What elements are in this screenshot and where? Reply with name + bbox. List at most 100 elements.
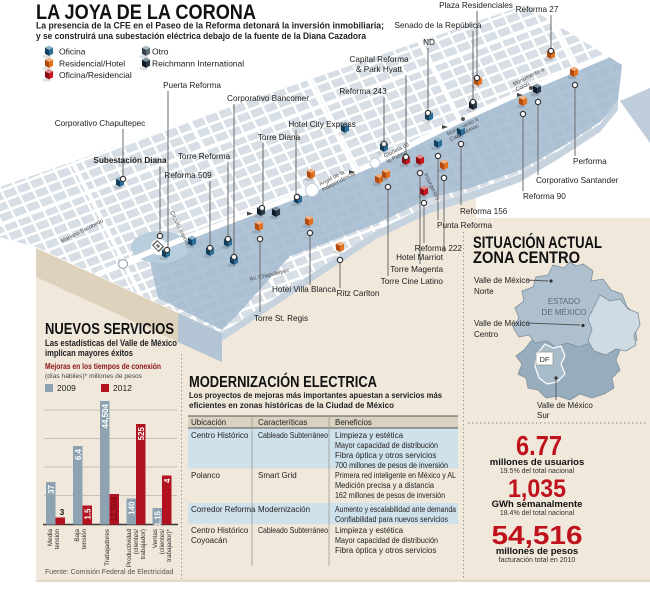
svg-text:Hotel City Express: Hotel City Express	[288, 120, 355, 129]
svg-text:Torre Diana: Torre Diana	[258, 133, 301, 142]
svg-text:GWh semanalmente: GWh semanalmente	[492, 499, 583, 510]
svg-text:Subestación Diana: Subestación Diana	[93, 156, 167, 165]
svg-text:Mayor capacidad de distribució: Mayor capacidad de distribución	[335, 536, 438, 545]
svg-text:Valle de México: Valle de México	[474, 319, 530, 328]
svg-text:44,504: 44,504	[101, 403, 110, 428]
svg-text:trabajador): trabajador)	[140, 529, 147, 559]
svg-text:(clientes/: (clientes/	[133, 529, 140, 554]
svg-text:Reforma 222: Reforma 222	[415, 244, 463, 253]
svg-text:Plaza Residenciales: Plaza Residenciales	[439, 1, 513, 10]
svg-text:Polanco: Polanco	[191, 471, 220, 480]
svg-text:Limpieza y estética: Limpieza y estética	[335, 431, 404, 440]
svg-text:millones de pesos: millones de pesos	[496, 546, 578, 557]
svg-text:Fuente: Comisión Federal de El: Fuente: Comisión Federal de Electricidad	[45, 569, 174, 576]
svg-text:6.77: 6.77	[516, 430, 562, 461]
svg-text:18.4% del total nacional: 18.4% del total nacional	[500, 510, 575, 517]
svg-text:Trabajadores: Trabajadores	[104, 529, 111, 566]
svg-text:Norte: Norte	[474, 287, 494, 296]
svg-text:Ubicación: Ubicación	[191, 418, 226, 427]
svg-text:140: 140	[128, 501, 137, 515]
svg-text:(clientes/: (clientes/	[159, 529, 166, 554]
svg-text:Fibra óptica y otros servicios: Fibra óptica y otros servicios	[335, 546, 436, 555]
svg-text:54,516: 54,516	[492, 520, 583, 550]
svg-text:tensión: tensión	[54, 529, 61, 550]
svg-text:6.4: 6.4	[74, 448, 83, 460]
svg-text:Reforma 27: Reforma 27	[516, 5, 559, 14]
svg-text:Hotel Marriot: Hotel Marriot	[396, 253, 444, 262]
svg-text:Coyoacán: Coyoacán	[191, 536, 227, 545]
svg-text:Caracteríticas: Caracteríticas	[258, 418, 307, 427]
svg-text:Primera red inteligente en Méx: Primera red inteligente en México y AL	[335, 471, 456, 480]
svg-text:Mayor capacidad de distribució: Mayor capacidad de distribución	[335, 441, 438, 450]
svg-text:Residencial/Hotel: Residencial/Hotel	[59, 59, 125, 69]
svg-text:ESTADO: ESTADO	[548, 297, 580, 306]
svg-text:1,035: 1,035	[508, 475, 566, 503]
svg-text:Cableado Subterráneo: Cableado Subterráneo	[258, 431, 328, 440]
svg-text:Puerta Reforma: Puerta Reforma	[163, 81, 221, 90]
svg-text:Sur: Sur	[537, 411, 550, 420]
svg-text:LA JOYA DE LA CORONA: LA JOYA DE LA CORONA	[36, 0, 256, 24]
svg-text:Oficina/Residencial: Oficina/Residencial	[59, 70, 132, 80]
svg-text:MODERNIZACIÓN ELECTRICA: MODERNIZACIÓN ELECTRICA	[189, 373, 377, 391]
svg-text:162 millones de pesos de inver: 162 millones de pesos de inversión	[335, 491, 445, 500]
svg-text:2012: 2012	[113, 383, 132, 393]
svg-text:Colón: Colón	[515, 81, 531, 93]
svg-text:millones de usuarios: millones de usuarios	[490, 457, 585, 468]
svg-text:Otro: Otro	[152, 47, 169, 57]
svg-text:2009: 2009	[57, 383, 76, 393]
svg-text:ZONA CENTRO: ZONA CENTRO	[473, 249, 580, 267]
svg-text:NUEVOS SERVICIOS: NUEVOS SERVICIOS	[45, 321, 174, 338]
svg-text:Centro: Centro	[474, 330, 499, 339]
svg-text:Corporativo Santander: Corporativo Santander	[536, 176, 619, 185]
svg-text:Corporativo Chapultepec: Corporativo Chapultepec	[55, 119, 146, 128]
svg-text:1.15: 1.15	[154, 510, 163, 526]
svg-text:Oficina: Oficina	[59, 47, 86, 57]
svg-text:Centro Histórico: Centro Histórico	[191, 431, 249, 440]
svg-text:Media: Media	[47, 529, 54, 547]
svg-text:Confiabilidad para nuevos serv: Confiabilidad para nuevos servicios	[335, 515, 448, 524]
svg-text:Productividad: Productividad	[126, 529, 133, 568]
svg-text:Centro Histórico: Centro Histórico	[191, 526, 249, 535]
svg-text:4: 4	[163, 478, 172, 483]
svg-text:Valle de México: Valle de México	[537, 401, 593, 410]
svg-text:Aumento y escalabilidad ante d: Aumento y escalabilidad ante demanda	[335, 505, 456, 514]
svg-text:700 millones de pesos de inver: 700 millones de pesos de inversión	[335, 461, 448, 470]
svg-text:Las estadísticas del Valle de: Las estadísticas del Valle de México	[45, 338, 178, 348]
svg-text:Torre St. Regis: Torre St. Regis	[254, 314, 308, 323]
svg-text:525: 525	[137, 426, 146, 440]
svg-text:facturación total en 2010: facturación total en 2010	[499, 557, 576, 564]
svg-text:& Park Hyatt: & Park Hyatt	[356, 65, 403, 74]
svg-text:SITUACIÓN ACTUAL: SITUACIÓN ACTUAL	[473, 233, 602, 252]
svg-text:Valle de México: Valle de México	[474, 276, 530, 285]
svg-text:Reichmann International: Reichmann International	[152, 59, 244, 69]
svg-text:Smart Grid: Smart Grid	[258, 471, 297, 480]
svg-text:trabajador)*: trabajador)*	[166, 528, 173, 561]
svg-text:1.5: 1.5	[84, 508, 93, 520]
svg-text:Reforma 243: Reforma 243	[339, 87, 387, 96]
svg-text:Reforma 156: Reforma 156	[460, 207, 508, 216]
svg-text:Torre Cine Latino: Torre Cine Latino	[381, 277, 444, 286]
svg-text:Ritz Carlton: Ritz Carlton	[337, 289, 380, 298]
svg-text:y se construirá una subestació: y se construirá una subestación eléctric…	[36, 31, 366, 41]
svg-text:Reforma 509: Reforma 509	[164, 171, 212, 180]
svg-text:Corredor Reforma: Corredor Reforma	[191, 505, 256, 514]
svg-text:12,504: 12,504	[110, 496, 119, 521]
svg-text:Los proyectos de mejoras más i: Los proyectos de mejoras más importantes…	[189, 390, 442, 400]
svg-text:La presencia de la CFE en el P: La presencia de la CFE en el Paseo de la…	[36, 21, 384, 31]
svg-text:(días hábiles)* millones de p: (días hábiles)* millones de pesos	[45, 373, 143, 380]
svg-text:Modernización: Modernización	[258, 505, 310, 514]
svg-text:Performa: Performa	[573, 157, 607, 166]
svg-text:implican mayores éxitos: implican mayores éxitos	[45, 348, 133, 358]
svg-text:Mejoras en los tiempos de cone: Mejoras en los tiempos de conexión	[45, 362, 161, 371]
svg-text:Limpieza y estética: Limpieza y estética	[335, 526, 404, 535]
svg-text:Torre Magenta: Torre Magenta	[390, 265, 443, 274]
svg-text:Senado de la República: Senado de la República	[395, 21, 482, 30]
svg-text:ND: ND	[423, 38, 435, 47]
svg-text:Beneficios: Beneficios	[335, 418, 372, 427]
svg-text:Medición precisa y a distancia: Medición precisa y a distancia	[335, 481, 435, 490]
svg-text:19.5% del total nacional: 19.5% del total nacional	[500, 468, 575, 475]
svg-text:Corporativo Bancomer: Corporativo Bancomer	[227, 94, 309, 103]
svg-text:Fibra óptica y otros servicios: Fibra óptica y otros servicios	[335, 451, 436, 460]
svg-text:Punta Reforma: Punta Reforma	[437, 221, 493, 230]
svg-text:37: 37	[47, 484, 56, 493]
